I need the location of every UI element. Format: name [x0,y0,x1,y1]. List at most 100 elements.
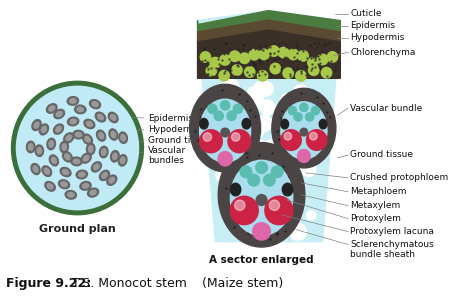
Circle shape [255,161,268,174]
Circle shape [243,192,260,209]
Circle shape [231,140,248,158]
Circle shape [273,220,288,234]
Circle shape [222,78,239,96]
Ellipse shape [75,170,88,180]
Ellipse shape [79,181,92,191]
Circle shape [239,165,253,178]
Ellipse shape [83,119,95,129]
Circle shape [254,154,268,168]
Ellipse shape [82,155,90,162]
Circle shape [299,102,309,112]
Circle shape [223,89,233,99]
Circle shape [310,106,320,116]
Circle shape [268,45,280,57]
Ellipse shape [48,105,55,112]
Ellipse shape [82,133,93,145]
Circle shape [295,70,307,82]
Circle shape [240,100,251,111]
Circle shape [230,211,246,227]
Circle shape [306,98,318,110]
Circle shape [278,47,290,59]
Circle shape [241,159,253,172]
Circle shape [210,57,221,69]
Ellipse shape [281,119,289,129]
Ellipse shape [65,134,73,141]
Text: Vascular: Vascular [148,146,186,156]
Circle shape [307,57,319,69]
Circle shape [253,126,264,138]
Ellipse shape [31,119,42,131]
Circle shape [225,156,239,171]
Ellipse shape [319,119,327,129]
Circle shape [280,129,302,151]
Circle shape [263,173,276,187]
Ellipse shape [67,116,80,127]
Ellipse shape [69,98,77,104]
Ellipse shape [84,136,91,143]
Circle shape [249,92,264,108]
Ellipse shape [86,121,93,127]
Ellipse shape [110,150,120,163]
Circle shape [225,132,235,142]
Ellipse shape [89,99,101,109]
Circle shape [253,217,270,234]
Ellipse shape [218,151,233,167]
Ellipse shape [91,161,102,173]
Circle shape [250,166,268,184]
Ellipse shape [36,147,42,155]
Ellipse shape [230,183,241,196]
Circle shape [244,66,255,78]
Circle shape [320,67,332,79]
Ellipse shape [44,168,50,175]
Circle shape [232,87,241,97]
Ellipse shape [73,158,81,165]
Circle shape [200,51,211,63]
Ellipse shape [59,167,72,177]
Circle shape [237,157,247,168]
Circle shape [293,112,303,122]
Ellipse shape [61,143,67,151]
Ellipse shape [108,112,119,123]
Ellipse shape [91,101,99,107]
Circle shape [308,64,319,76]
Circle shape [275,103,292,119]
Ellipse shape [89,189,97,196]
Text: Sclerenchymatous: Sclerenchymatous [350,240,434,249]
Circle shape [306,210,316,220]
Ellipse shape [190,84,261,172]
Ellipse shape [88,145,94,153]
Polygon shape [198,11,340,241]
Ellipse shape [99,146,109,159]
Circle shape [277,203,287,213]
Circle shape [199,129,223,154]
Circle shape [233,183,246,195]
Ellipse shape [30,163,41,175]
Circle shape [235,208,247,220]
Text: Chlorenchyma: Chlorenchyma [350,48,416,57]
Ellipse shape [41,165,52,177]
Ellipse shape [53,109,65,119]
Circle shape [264,195,293,225]
Circle shape [288,106,297,116]
Ellipse shape [230,160,293,236]
Circle shape [274,144,292,162]
Text: Vascular bundle: Vascular bundle [350,104,422,113]
Circle shape [238,52,250,64]
Text: bundle sheath: bundle sheath [350,250,415,259]
Ellipse shape [35,144,44,157]
Circle shape [327,51,338,63]
Circle shape [255,140,267,153]
Circle shape [229,195,259,225]
Ellipse shape [49,154,59,167]
Circle shape [241,119,252,131]
Circle shape [261,212,274,226]
Text: Metaxylem: Metaxylem [350,201,401,210]
Circle shape [247,87,257,97]
Circle shape [223,114,240,132]
Circle shape [220,100,230,111]
Text: Ground tissue: Ground tissue [350,151,413,159]
Circle shape [269,200,280,211]
Circle shape [264,139,280,155]
Circle shape [300,127,309,137]
Circle shape [297,50,309,62]
